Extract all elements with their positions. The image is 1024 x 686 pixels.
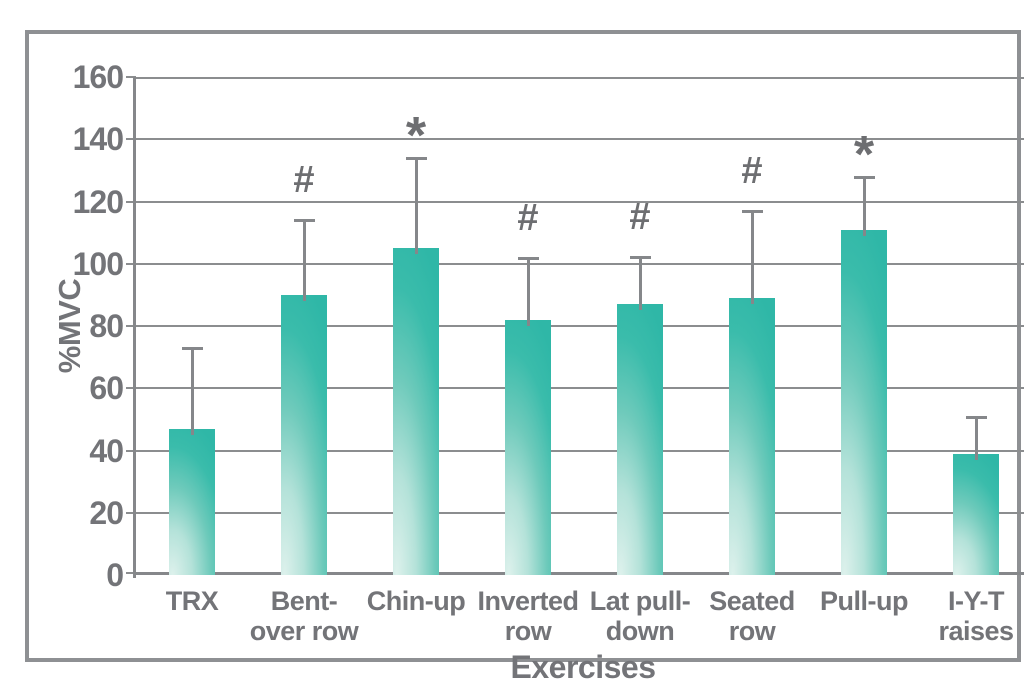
category-label: Inverted row (466, 586, 590, 646)
error-cap (742, 210, 763, 213)
significance-marker: # (741, 150, 763, 192)
error-whisker (639, 257, 642, 310)
category-label-line: Lat pull- (589, 586, 691, 616)
error-cap (518, 257, 539, 260)
bar (953, 454, 999, 575)
error-whisker (975, 417, 978, 460)
y-tick-label: 40 (89, 432, 124, 469)
gridline (136, 200, 1024, 203)
y-tick (126, 200, 136, 203)
gridline (136, 138, 1024, 141)
figure-frame: %MVC 0 20 40 60 80 100 120 140 160 # * # # # * TRX Bent… (25, 30, 1024, 685)
plot-top-border (136, 77, 1024, 79)
category-label-line: row (728, 616, 776, 646)
error-whisker (191, 348, 194, 435)
y-tick-label: 60 (89, 370, 124, 407)
category-label-line: I-Y-T (948, 586, 1005, 616)
category-label: Lat pull-down (578, 586, 702, 646)
category-label: Bent-over row (242, 586, 366, 646)
error-whisker (527, 258, 530, 326)
y-tick (126, 572, 136, 574)
error-cap (966, 416, 987, 419)
x-axis-line (133, 572, 1024, 575)
category-label-line: TRX (165, 586, 219, 616)
error-cap (854, 176, 875, 179)
y-tick (126, 387, 136, 390)
category-label-line: down (605, 616, 675, 646)
y-tick-label: 100 (72, 245, 124, 282)
error-whisker (751, 211, 754, 304)
significance-marker: # (293, 159, 315, 201)
gridline (136, 449, 1024, 452)
significance-marker: * (405, 107, 427, 165)
category-label-line: over row (249, 616, 359, 646)
significance-marker: # (629, 196, 651, 238)
significance-marker: * (853, 126, 875, 184)
category-label-line: Chin-up (366, 586, 466, 616)
plot-area: 0 20 40 60 80 100 120 140 160 # * # # # * (73, 59, 1024, 593)
y-tick-label: 140 (72, 121, 124, 158)
gridline (136, 387, 1024, 390)
significance-marker: # (517, 197, 539, 239)
bar (281, 295, 327, 575)
category-label: TRX (130, 586, 254, 616)
y-tick-label: 120 (72, 183, 124, 220)
y-tick-label: 160 (72, 59, 124, 95)
category-label-line: Seated (709, 586, 795, 616)
bar (841, 230, 887, 575)
y-tick (126, 325, 136, 327)
x-axis-title: Exercises (510, 649, 656, 685)
category-label: I-Y-T raises (914, 586, 1024, 646)
bar (393, 248, 439, 575)
category-label: Pull-up (802, 586, 926, 616)
category-label-line: Pull-up (820, 586, 908, 616)
y-axis-line (133, 77, 136, 578)
gridline (136, 511, 1024, 514)
bar (169, 429, 215, 575)
error-whisker (863, 177, 866, 236)
bar (729, 298, 775, 575)
bar (617, 304, 663, 575)
gridline (136, 325, 1024, 327)
error-whisker (303, 220, 306, 301)
category-label-line: row (504, 616, 552, 646)
y-tick (126, 511, 136, 514)
y-tick (126, 262, 136, 265)
y-tick (126, 138, 136, 141)
y-tick (126, 449, 136, 452)
y-tick-label: 80 (89, 308, 124, 344)
y-tick (126, 76, 136, 78)
gridline (136, 262, 1024, 265)
error-cap (406, 157, 427, 160)
error-whisker (415, 158, 418, 254)
category-label-line: Bent- (270, 586, 338, 616)
category-label-line: Inverted (477, 586, 579, 616)
category-label: Chin-up (354, 586, 478, 616)
y-tick-label: 20 (89, 494, 124, 531)
x-axis-category-labels: TRX Bent-over row Chin-up Inverted row Lat pu… (136, 586, 1024, 648)
error-cap (294, 219, 315, 222)
error-cap (630, 256, 651, 259)
category-label-line: raises (938, 616, 1014, 646)
category-label: Seated row (690, 586, 814, 646)
y-tick-label: 0 (106, 557, 124, 593)
error-cap (182, 347, 203, 350)
bar (505, 320, 551, 575)
